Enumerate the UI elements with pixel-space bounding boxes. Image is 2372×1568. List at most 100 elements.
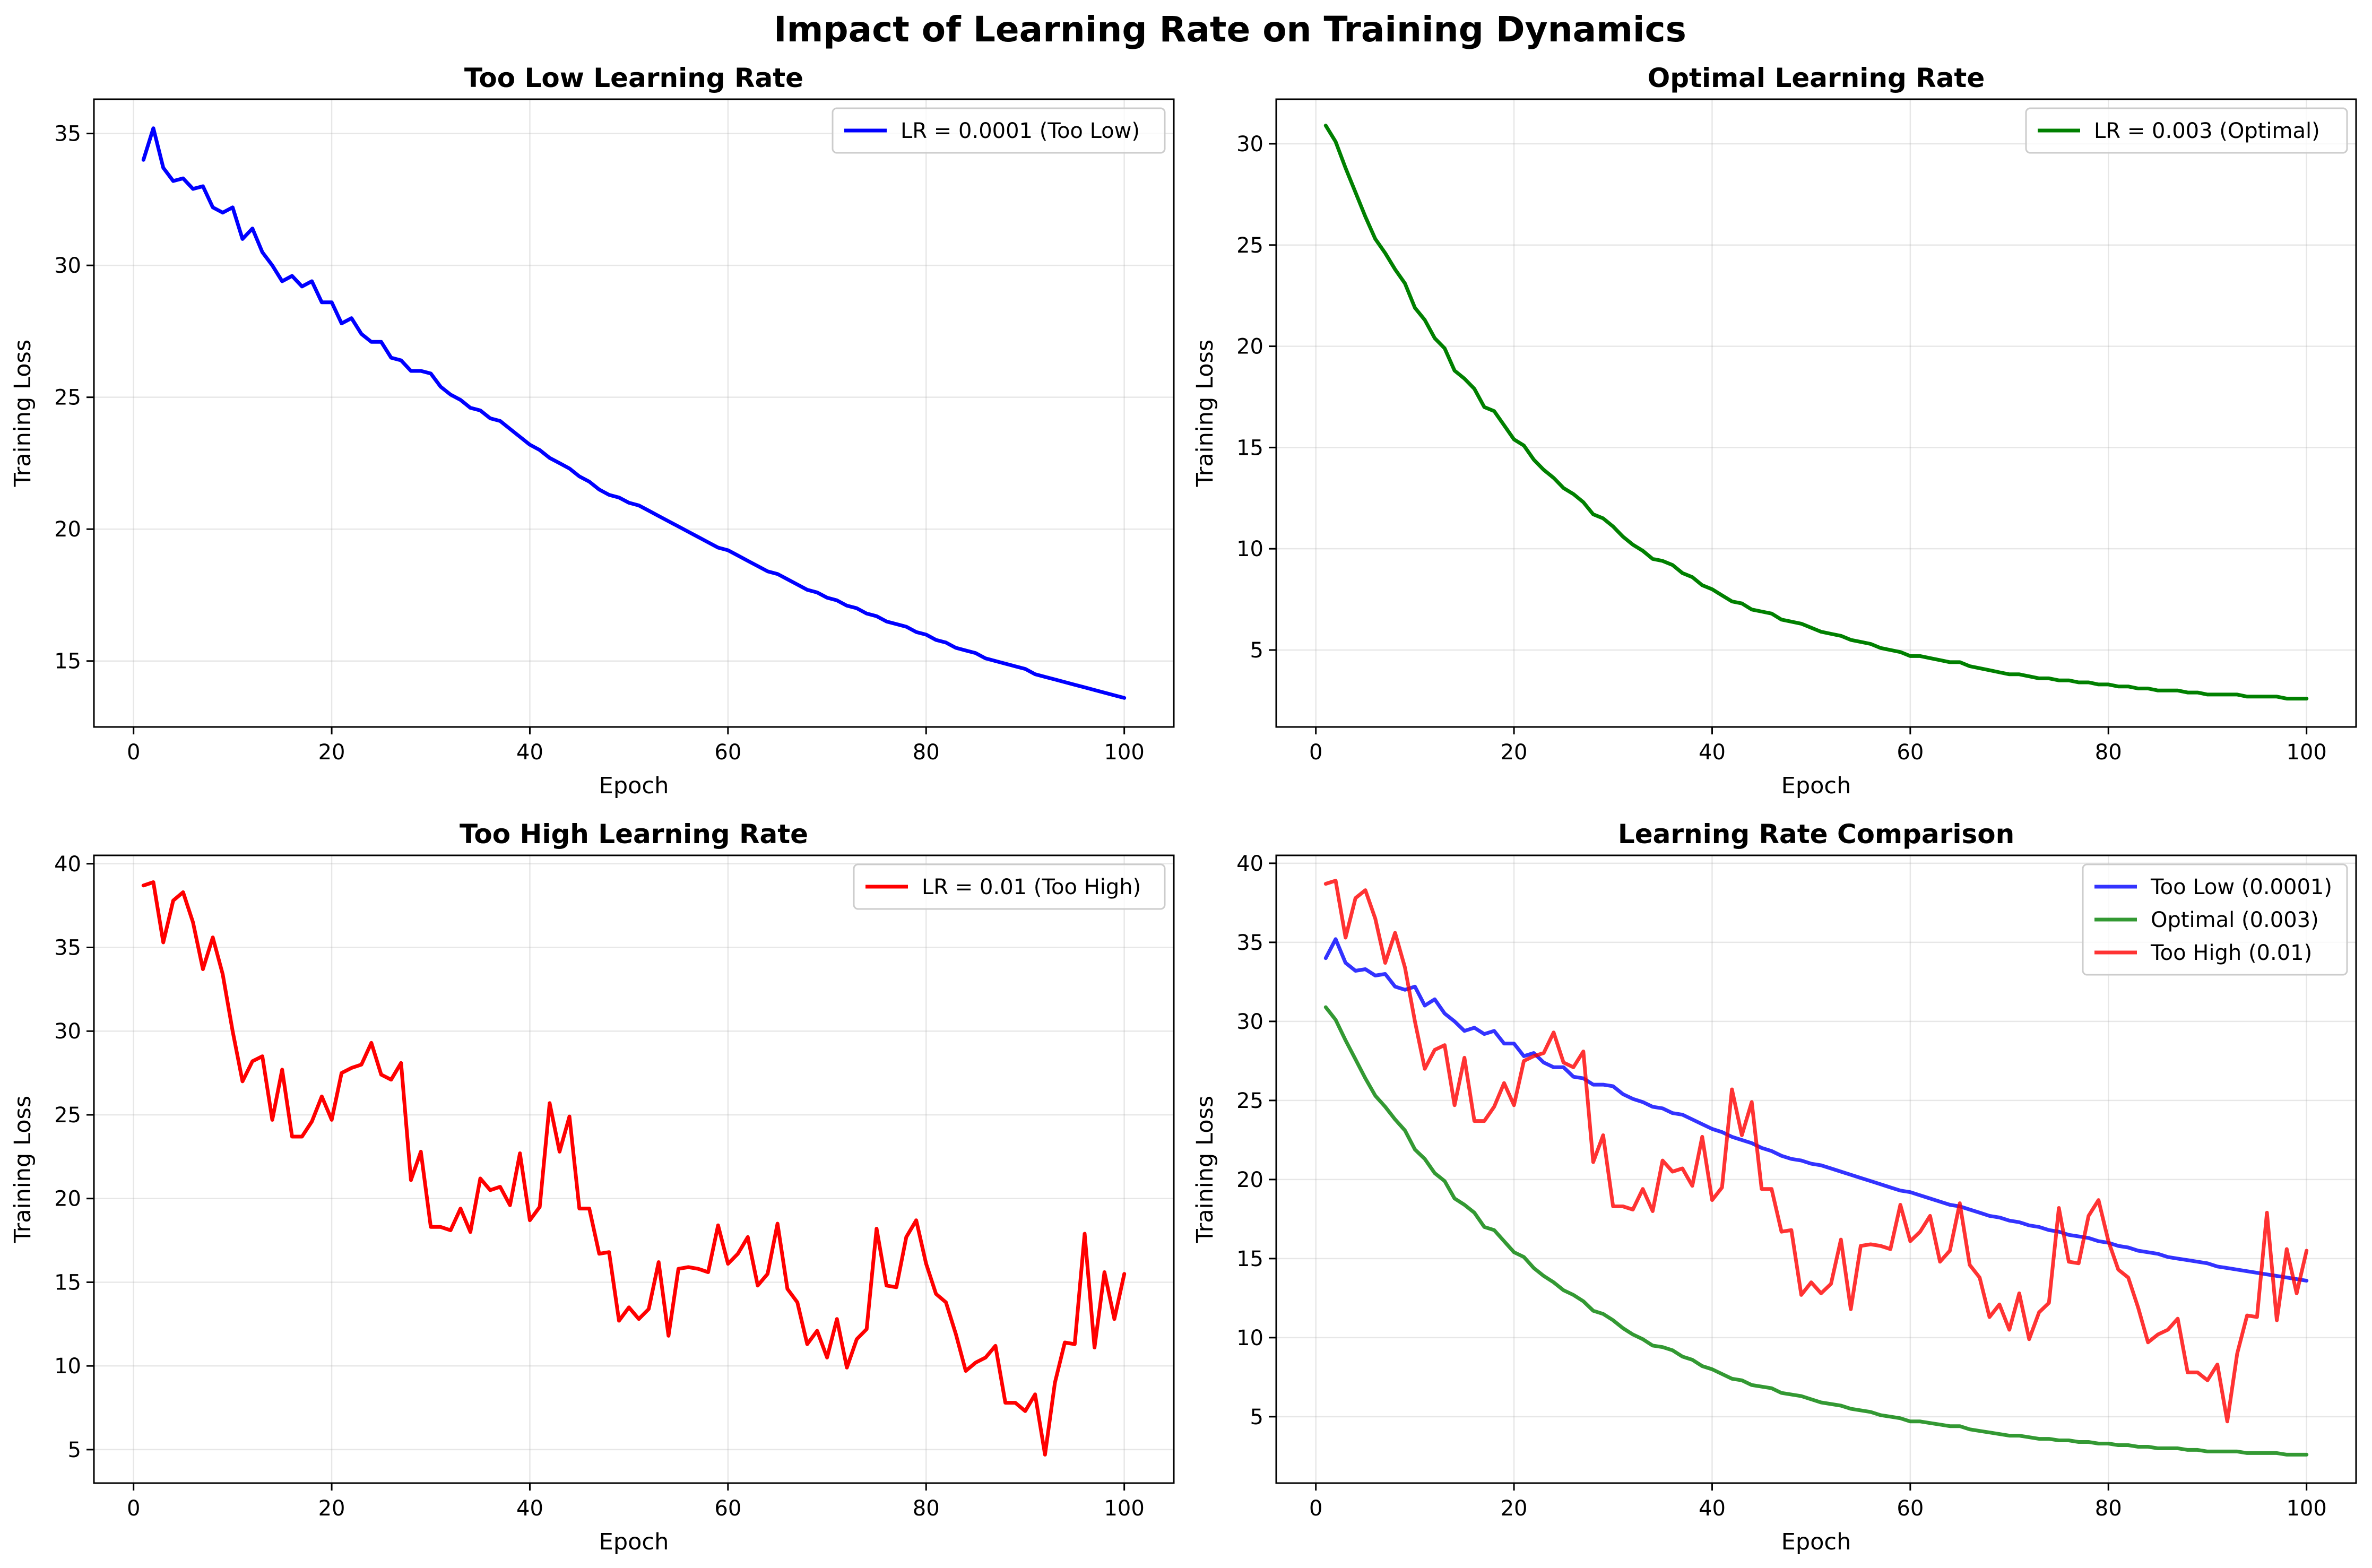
legend-label: Optimal (0.003) xyxy=(2151,908,2319,932)
series-line-1 xyxy=(141,880,1127,1457)
y-tick-label: 5 xyxy=(1250,1405,1263,1430)
legend-label: LR = 0.0001 (Too Low) xyxy=(901,119,1140,143)
y-tick-label: 30 xyxy=(1236,1010,1263,1034)
legend: LR = 0.003 (Optimal) xyxy=(2025,107,2348,154)
series-line-2 xyxy=(1323,1005,2309,1457)
series-line-1 xyxy=(1323,937,2309,1283)
y-tick-label: 5 xyxy=(68,1438,81,1462)
ticks: 0 20 40 60 80 100 5 10 15 20 25 30 35 40 xyxy=(54,852,1145,1521)
x-tick-label: 100 xyxy=(1104,740,1144,765)
y-tick-label: 10 xyxy=(1236,1326,1263,1350)
x-tick-label: 0 xyxy=(1309,740,1322,765)
plot-frame xyxy=(93,854,1175,1484)
series-line-1 xyxy=(141,126,1127,700)
y-tick-label: 30 xyxy=(54,254,81,278)
x-tick-label: 80 xyxy=(913,1496,940,1521)
legend-box xyxy=(853,863,1166,910)
figure-title: Impact of Learning Rate on Training Dyna… xyxy=(774,9,1686,50)
x-tick-label: 60 xyxy=(714,740,741,765)
x-tick-label: 20 xyxy=(1501,740,1528,765)
y-tick-label: 40 xyxy=(1236,852,1263,876)
panel-title: Learning Rate Comparison xyxy=(1618,819,2014,850)
x-tick-label: 20 xyxy=(1501,1496,1528,1521)
legend: Too Low (0.0001) Optimal (0.003) Too High … xyxy=(2082,863,2348,976)
y-tick-label: 5 xyxy=(1250,638,1263,663)
panel-2: 0 20 40 60 80 100 5 10 15 20 25 30 Optimal Learning … xyxy=(1192,63,2357,799)
y-tick-label: 40 xyxy=(54,852,81,877)
x-tick-label: 20 xyxy=(318,1496,345,1521)
y-axis-label: Training Loss xyxy=(1192,1096,1218,1244)
y-tick-label: 20 xyxy=(54,1187,81,1211)
x-tick-label: 0 xyxy=(1309,1496,1322,1521)
x-tick-label: 40 xyxy=(516,1496,543,1521)
plot-frame xyxy=(1275,854,2357,1484)
x-axis-label: Epoch xyxy=(599,1529,669,1555)
y-tick-label: 10 xyxy=(1236,537,1263,561)
y-tick-label: 15 xyxy=(54,649,81,674)
legend: LR = 0.01 (Too High) xyxy=(853,863,1166,910)
x-tick-label: 40 xyxy=(1699,740,1726,765)
x-axis-label: Epoch xyxy=(599,773,669,799)
y-tick-label: 30 xyxy=(1236,132,1263,157)
legend-box xyxy=(2025,107,2348,154)
ticks: 0 20 40 60 80 100 15 20 25 30 35 xyxy=(54,122,1145,765)
y-tick-label: 15 xyxy=(54,1270,81,1295)
y-tick-label: 35 xyxy=(54,936,81,960)
y-tick-label: 20 xyxy=(1236,1168,1263,1192)
grid xyxy=(1276,99,2356,727)
x-tick-label: 100 xyxy=(2286,740,2326,765)
y-tick-label: 25 xyxy=(54,1103,81,1128)
y-tick-label: 25 xyxy=(1236,233,1263,258)
y-axis-label: Training Loss xyxy=(10,340,36,488)
legend-label: LR = 0.003 (Optimal) xyxy=(2094,119,2320,143)
y-tick-label: 10 xyxy=(54,1354,81,1379)
x-tick-label: 60 xyxy=(1897,1496,1924,1521)
x-tick-label: 80 xyxy=(2095,740,2122,765)
y-tick-label: 25 xyxy=(1236,1089,1263,1113)
legend: LR = 0.0001 (Too Low) xyxy=(832,107,1166,154)
y-tick-label: 35 xyxy=(54,122,81,146)
legend-box xyxy=(2082,863,2348,976)
series-line-1 xyxy=(1323,124,2309,701)
x-tick-label: 60 xyxy=(714,1496,741,1521)
grid xyxy=(94,855,1174,1483)
series-line-3 xyxy=(1323,879,2309,1424)
y-axis-label: Training Loss xyxy=(10,1096,36,1244)
x-tick-label: 80 xyxy=(2095,1496,2122,1521)
panel-1: 0 20 40 60 80 100 15 20 25 30 35 Too Low Learning R… xyxy=(10,63,1175,799)
x-tick-label: 80 xyxy=(913,740,940,765)
panel-3: 0 20 40 60 80 100 5 10 15 20 25 30 35 40 Too High Lear… xyxy=(10,819,1175,1555)
legend-label: LR = 0.01 (Too High) xyxy=(922,875,1141,899)
ticks: 0 20 40 60 80 100 5 10 15 20 25 30 35 40 xyxy=(1236,852,2327,1521)
plot-frame xyxy=(1275,98,2357,728)
y-tick-label: 15 xyxy=(1236,1247,1263,1271)
y-tick-label: 25 xyxy=(54,386,81,410)
y-tick-label: 20 xyxy=(1236,335,1263,359)
legend-label: Too High (0.01) xyxy=(2150,941,2312,965)
x-tick-label: 40 xyxy=(1699,1496,1726,1521)
grid xyxy=(94,99,1174,727)
panel-title: Too High Learning Rate xyxy=(460,819,808,850)
x-tick-label: 60 xyxy=(1897,740,1924,765)
x-axis-label: Epoch xyxy=(1781,1529,1851,1555)
y-axis-label: Training Loss xyxy=(1192,340,1218,488)
legend-label: Too Low (0.0001) xyxy=(2150,875,2332,899)
y-tick-label: 15 xyxy=(1236,436,1263,460)
x-tick-label: 100 xyxy=(2286,1496,2326,1521)
x-tick-label: 20 xyxy=(318,740,345,765)
x-tick-label: 100 xyxy=(1104,1496,1144,1521)
y-tick-label: 20 xyxy=(54,517,81,542)
x-tick-label: 0 xyxy=(127,740,140,765)
y-tick-label: 30 xyxy=(54,1019,81,1044)
ticks: 0 20 40 60 80 100 5 10 15 20 25 30 xyxy=(1236,132,2327,765)
panel-title: Too Low Learning Rate xyxy=(464,63,803,93)
x-tick-label: 40 xyxy=(516,740,543,765)
x-axis-label: Epoch xyxy=(1781,773,1851,799)
panel-title: Optimal Learning Rate xyxy=(1648,63,1985,93)
y-tick-label: 35 xyxy=(1236,931,1263,955)
panel-4: 0 20 40 60 80 100 5 10 15 20 25 30 35 40 Learning Rate… xyxy=(1192,819,2357,1555)
x-tick-label: 0 xyxy=(127,1496,140,1521)
legend-box xyxy=(832,107,1166,154)
plot-frame xyxy=(93,98,1175,728)
